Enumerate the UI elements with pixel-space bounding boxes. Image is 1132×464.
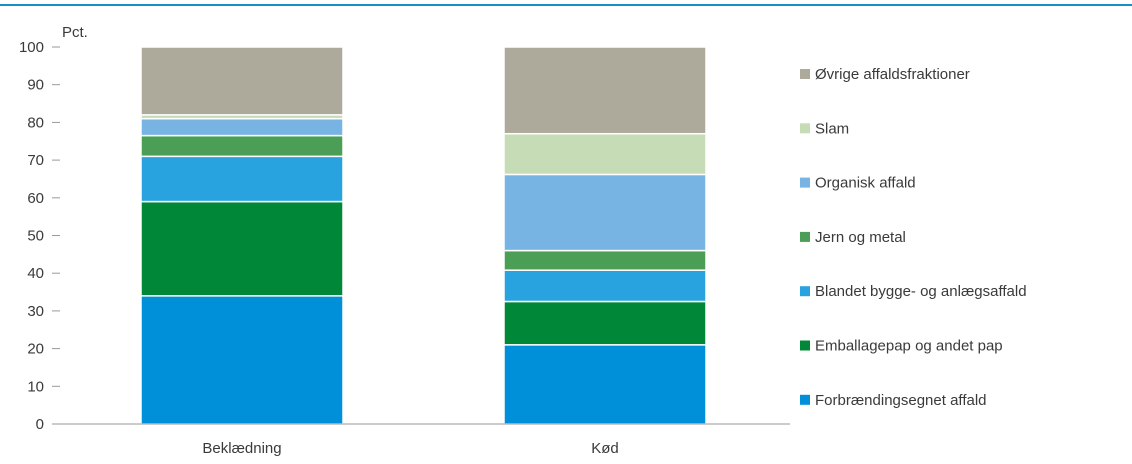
bar-segment (503, 249, 707, 271)
legend-swatch (800, 286, 810, 297)
y-tick-label: 20 (27, 341, 44, 358)
x-category-label: Beklædning (202, 440, 281, 457)
y-tick-label: 0 (36, 416, 44, 433)
y-axis: 0 10 20 30 40 50 60 70 80 90 100 Pct. (19, 24, 88, 433)
legend-swatch (800, 177, 810, 188)
bar-segment (140, 155, 344, 203)
legend-label: Slam (815, 120, 849, 137)
bar-segment (503, 173, 707, 252)
bar-segment (140, 134, 344, 158)
legend-swatch (800, 123, 810, 134)
legend-label: Emballagepap og andet pap (815, 338, 1003, 355)
legend-label: Forbrændingsegnet affald (815, 392, 987, 409)
bars (140, 46, 707, 425)
y-axis-unit-label: Pct. (62, 24, 88, 41)
bar-segment (503, 300, 707, 346)
legend-swatch (800, 69, 810, 79)
bar-segment (503, 46, 707, 135)
legend-swatch (800, 231, 810, 242)
legend-swatch (800, 394, 810, 405)
y-tick-label: 90 (27, 77, 44, 94)
legend-label: Jern og metal (815, 229, 906, 246)
bar-segment (140, 46, 344, 116)
legend-swatch (800, 340, 810, 351)
x-axis: Beklædning Kød (60, 423, 790, 457)
y-tick-label: 40 (27, 265, 44, 282)
bar-segment (140, 117, 344, 137)
x-category-label: Kød (591, 440, 619, 457)
y-tick-label: 50 (27, 228, 44, 245)
bar-segment (140, 295, 344, 425)
bar-segment (140, 200, 344, 297)
top-rule (0, 4, 1132, 6)
bar-segment (503, 132, 707, 176)
y-tick-label: 100 (19, 39, 44, 56)
legend-label: Blandet bygge- og anlægsaffald (815, 283, 1027, 300)
legend-label: Organisk affald (815, 175, 916, 192)
bar-segment (503, 344, 707, 425)
legend-label: Øvrige affaldsfraktioner (815, 66, 970, 83)
y-tick-label: 10 (27, 378, 44, 395)
y-tick-label: 80 (27, 114, 44, 131)
legend: Øvrige affaldsfraktioner Slam Organisk aff… (800, 66, 1027, 409)
y-tick-label: 70 (27, 152, 44, 169)
bar-segment (503, 269, 707, 303)
y-tick-label: 60 (27, 190, 44, 207)
y-tick-label: 30 (27, 303, 44, 320)
